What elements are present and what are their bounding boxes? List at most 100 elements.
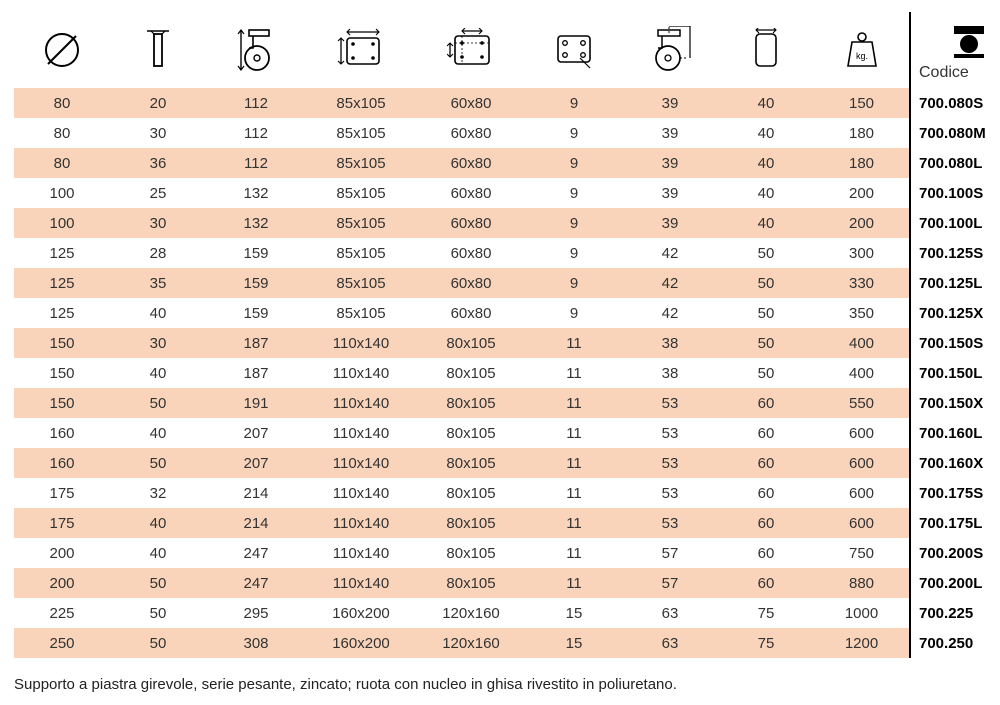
plate-width-icon: [749, 28, 783, 72]
data-cell: 159: [206, 238, 306, 268]
data-cell: 11: [526, 448, 622, 478]
data-cell: 57: [622, 568, 718, 598]
data-cell: 39: [622, 118, 718, 148]
data-cell: 110x140: [306, 328, 416, 358]
data-cell: 1200: [814, 628, 910, 658]
data-cell: 40: [110, 538, 206, 568]
data-cell: 39: [622, 88, 718, 118]
data-cell: 40: [718, 148, 814, 178]
data-cell: 30: [110, 118, 206, 148]
data-cell: 125: [14, 268, 110, 298]
table-row: 16050207110x14080x105115360600700.160X: [14, 448, 1000, 478]
data-cell: 40: [110, 358, 206, 388]
data-cell: 159: [206, 298, 306, 328]
data-cell: 191: [206, 388, 306, 418]
data-cell: 550: [814, 388, 910, 418]
data-cell: 160: [14, 418, 110, 448]
data-cell: 85x105: [306, 148, 416, 178]
col-hub-width: [110, 12, 206, 88]
caption-text: Supporto a piastra girevole, serie pesan…: [14, 676, 986, 693]
data-cell: 110x140: [306, 538, 416, 568]
data-cell: 9: [526, 88, 622, 118]
code-cell: 700.150L: [910, 358, 1000, 388]
code-cell: 700.100L: [910, 208, 1000, 238]
data-cell: 15: [526, 628, 622, 658]
data-cell: 28: [110, 238, 206, 268]
data-cell: 110x140: [306, 358, 416, 388]
data-cell: 75: [718, 598, 814, 628]
data-cell: 60x80: [416, 88, 526, 118]
data-cell: 35: [110, 268, 206, 298]
data-cell: 159: [206, 268, 306, 298]
code-cell: 700.200L: [910, 568, 1000, 598]
data-cell: 60: [718, 478, 814, 508]
data-cell: 60x80: [416, 298, 526, 328]
data-cell: 160x200: [306, 598, 416, 628]
data-cell: 200: [814, 208, 910, 238]
data-cell: 125: [14, 238, 110, 268]
code-cell: 700.125L: [910, 268, 1000, 298]
data-cell: 63: [622, 628, 718, 658]
data-cell: 187: [206, 358, 306, 388]
code-cell: 700.150S: [910, 328, 1000, 358]
data-cell: 150: [814, 88, 910, 118]
data-cell: 60x80: [416, 208, 526, 238]
data-cell: 9: [526, 238, 622, 268]
data-cell: 60: [718, 568, 814, 598]
data-cell: 9: [526, 208, 622, 238]
data-cell: 308: [206, 628, 306, 658]
data-cell: 36: [110, 148, 206, 178]
data-cell: 80x105: [416, 508, 526, 538]
spec-table: kg. Codice 802011285x10560x8093940150700…: [14, 12, 1000, 658]
data-cell: 110x140: [306, 568, 416, 598]
data-cell: 112: [206, 88, 306, 118]
data-cell: 80x105: [416, 388, 526, 418]
data-cell: 42: [622, 298, 718, 328]
data-cell: 600: [814, 448, 910, 478]
data-cell: 11: [526, 388, 622, 418]
code-cell: 700.175L: [910, 508, 1000, 538]
data-cell: 60x80: [416, 178, 526, 208]
diameter-icon: [42, 30, 82, 70]
data-cell: 30: [110, 208, 206, 238]
table-row: 15030187110x14080x105113850400700.150S: [14, 328, 1000, 358]
data-cell: 11: [526, 478, 622, 508]
plate-holes-icon: [447, 28, 495, 72]
data-cell: 600: [814, 508, 910, 538]
table-row: 15040187110x14080x105113850400700.150L: [14, 358, 1000, 388]
hole-dia-icon: [552, 30, 596, 70]
data-cell: 225: [14, 598, 110, 628]
data-cell: 9: [526, 268, 622, 298]
data-cell: 110x140: [306, 508, 416, 538]
data-cell: 30: [110, 328, 206, 358]
data-cell: 600: [814, 418, 910, 448]
data-cell: 50: [110, 568, 206, 598]
data-cell: 53: [622, 508, 718, 538]
data-cell: 50: [718, 298, 814, 328]
weight-icon: kg.: [844, 30, 880, 70]
code-cell: 700.160X: [910, 448, 1000, 478]
data-cell: 80x105: [416, 358, 526, 388]
data-cell: 50: [718, 268, 814, 298]
data-cell: 180: [814, 118, 910, 148]
table-row: 803011285x10560x8093940180700.080M: [14, 118, 1000, 148]
data-cell: 200: [14, 568, 110, 598]
spec-table-body: 802011285x10560x8093940150700.080S803011…: [14, 88, 1000, 658]
data-cell: 125: [14, 298, 110, 328]
data-cell: 40: [718, 88, 814, 118]
data-cell: 39: [622, 148, 718, 178]
data-cell: 60x80: [416, 148, 526, 178]
data-cell: 80x105: [416, 478, 526, 508]
swivel-radius-icon: [648, 26, 692, 74]
data-cell: 400: [814, 328, 910, 358]
data-cell: 85x105: [306, 238, 416, 268]
table-row: 25050308160x200120x1601563751200700.250: [14, 628, 1000, 658]
data-cell: 1000: [814, 598, 910, 628]
data-cell: 85x105: [306, 268, 416, 298]
data-cell: 80x105: [416, 418, 526, 448]
table-row: 803611285x10560x8093940180700.080L: [14, 148, 1000, 178]
data-cell: 50: [110, 598, 206, 628]
data-cell: 400: [814, 358, 910, 388]
code-cell: 700.100S: [910, 178, 1000, 208]
data-cell: 11: [526, 328, 622, 358]
